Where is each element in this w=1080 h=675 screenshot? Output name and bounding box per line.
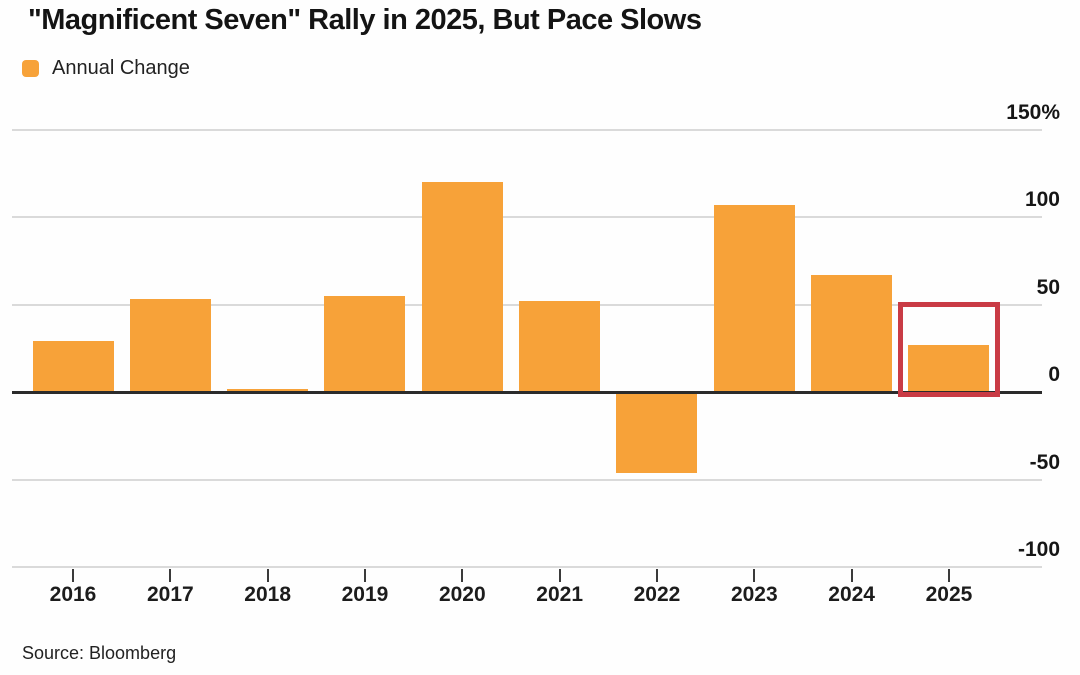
x-tick-2022 [655, 569, 658, 582]
legend: Annual Change [22, 57, 190, 80]
x-axis-label-2023: 2023 [730, 583, 778, 606]
x-axis-label-2016: 2016 [49, 583, 97, 606]
gridline-150 [12, 128, 1042, 131]
bar-2022 [616, 392, 698, 473]
x-axis-label-2018: 2018 [244, 583, 292, 606]
bar-2019 [324, 295, 406, 392]
x-axis-label-2025: 2025 [925, 583, 973, 606]
x-tick-2020 [461, 569, 464, 582]
y-axis-label-150: 150% [1006, 100, 1060, 124]
bar-2020 [421, 182, 503, 392]
bar-2016 [32, 341, 114, 392]
x-tick-2018 [266, 569, 269, 582]
zero-axis-line [12, 391, 1042, 394]
highlight-box-2025 [897, 301, 1000, 397]
x-tick-2016 [72, 569, 74, 582]
bar-2024 [811, 274, 893, 392]
y-axis-label--50: -50 [1029, 450, 1060, 474]
x-axis-label-2019: 2019 [341, 583, 389, 606]
y-axis-label--100: -100 [1017, 538, 1060, 561]
x-tick-2023 [753, 569, 756, 582]
x-axis-label-2021: 2021 [536, 583, 583, 606]
y-axis-label-50: 50 [1036, 275, 1060, 299]
x-tick-2021 [558, 569, 561, 582]
x-axis-label-2017: 2017 [146, 583, 194, 606]
x-tick-2019 [363, 569, 366, 582]
x-axis-label-2024: 2024 [828, 583, 875, 606]
bar-2021 [519, 301, 601, 392]
x-tick-2017 [169, 569, 172, 582]
chart-title: "Magnificent Seven" Rally in 2025, But P… [28, 4, 702, 36]
bar-2017 [129, 299, 211, 392]
legend-swatch-icon [22, 60, 39, 77]
y-axis-label-0: 0 [1048, 363, 1060, 386]
gridline--100 [12, 566, 1042, 568]
bar-2025 [908, 344, 990, 392]
bar-2023 [713, 204, 795, 392]
x-tick-2025 [947, 569, 950, 582]
bar-2018 [227, 388, 309, 392]
y-axis-label-100: 100 [1024, 188, 1060, 211]
legend-label: Annual Change [52, 57, 190, 79]
x-tick-2024 [850, 569, 853, 582]
x-axis-label-2020: 2020 [438, 583, 486, 606]
gridline-100 [12, 216, 1042, 218]
gridline--50 [12, 478, 1042, 481]
x-axis-label-2022: 2022 [633, 583, 681, 606]
source-note: Source: Bloomberg [22, 643, 177, 663]
